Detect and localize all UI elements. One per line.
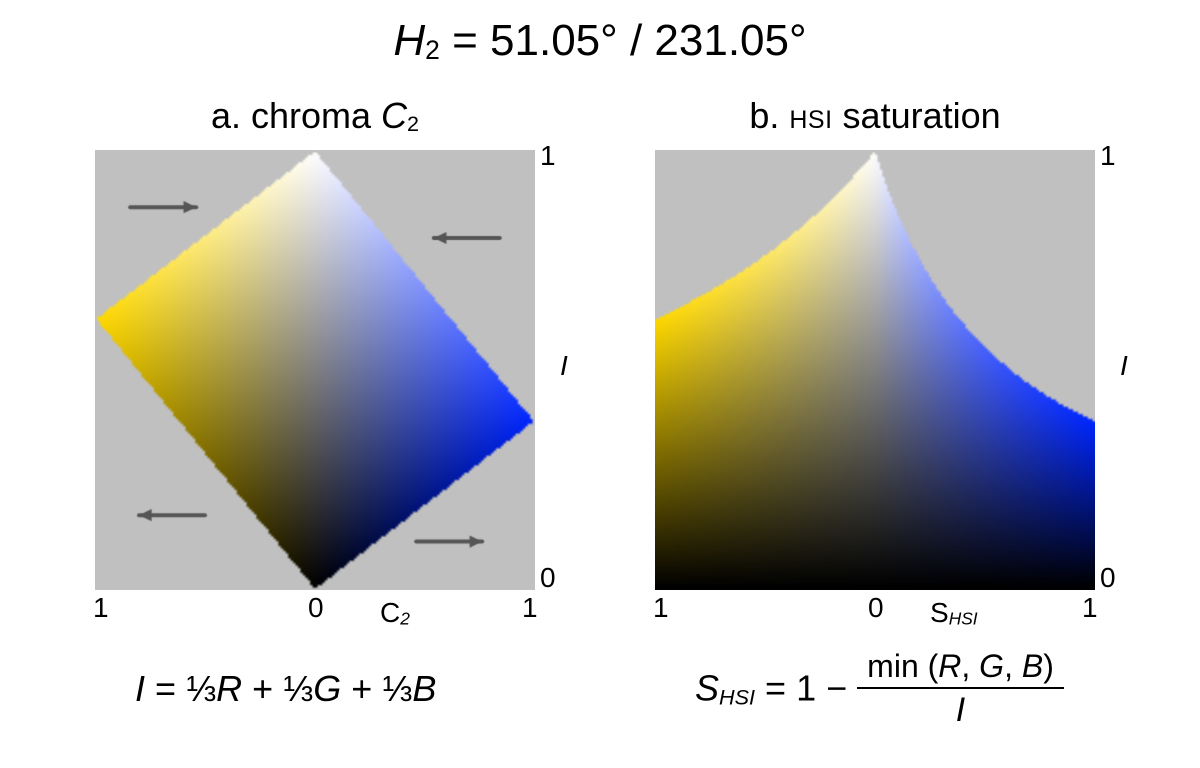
panel-a-title: a. chroma C2 [95,95,535,137]
panel-a-xtick-r: 1 [522,592,538,624]
panel-b-ytick-1: 1 [1100,140,1116,172]
panel-b-ylabel: I [1120,350,1128,382]
figure-root: H2 = 51.05° / 231.05° a. chroma C2 1 0 I… [0,0,1200,768]
panel-b-xtick-r: 1 [1082,592,1098,624]
panel-a-xtick-l: 1 [93,592,109,624]
panel-b-xtick-c: 0 [868,592,884,624]
panel-b-canvas [655,150,1095,590]
panel-b-xlabel: SHSI [930,597,978,630]
panel-a-canvas [95,150,535,590]
panel-a-xlabel: C2 [380,597,410,630]
panel-a-ylabel: I [560,350,568,382]
formula-a: I = ⅓R + ⅓G + ⅓B [135,668,436,710]
formula-b: SHSI = 1 − min (R, G, B)I [695,650,1064,732]
panel-b-title: b. hsi saturation [655,95,1095,137]
panel-b-ytick-0: 0 [1100,562,1116,594]
panel-a-ytick-0: 0 [540,562,556,594]
panel-a-xtick-c: 0 [308,592,324,624]
panel-a-ytick-1: 1 [540,140,556,172]
panel-b-xtick-l: 1 [653,592,669,624]
figure-title: H2 = 51.05° / 231.05° [0,16,1200,66]
